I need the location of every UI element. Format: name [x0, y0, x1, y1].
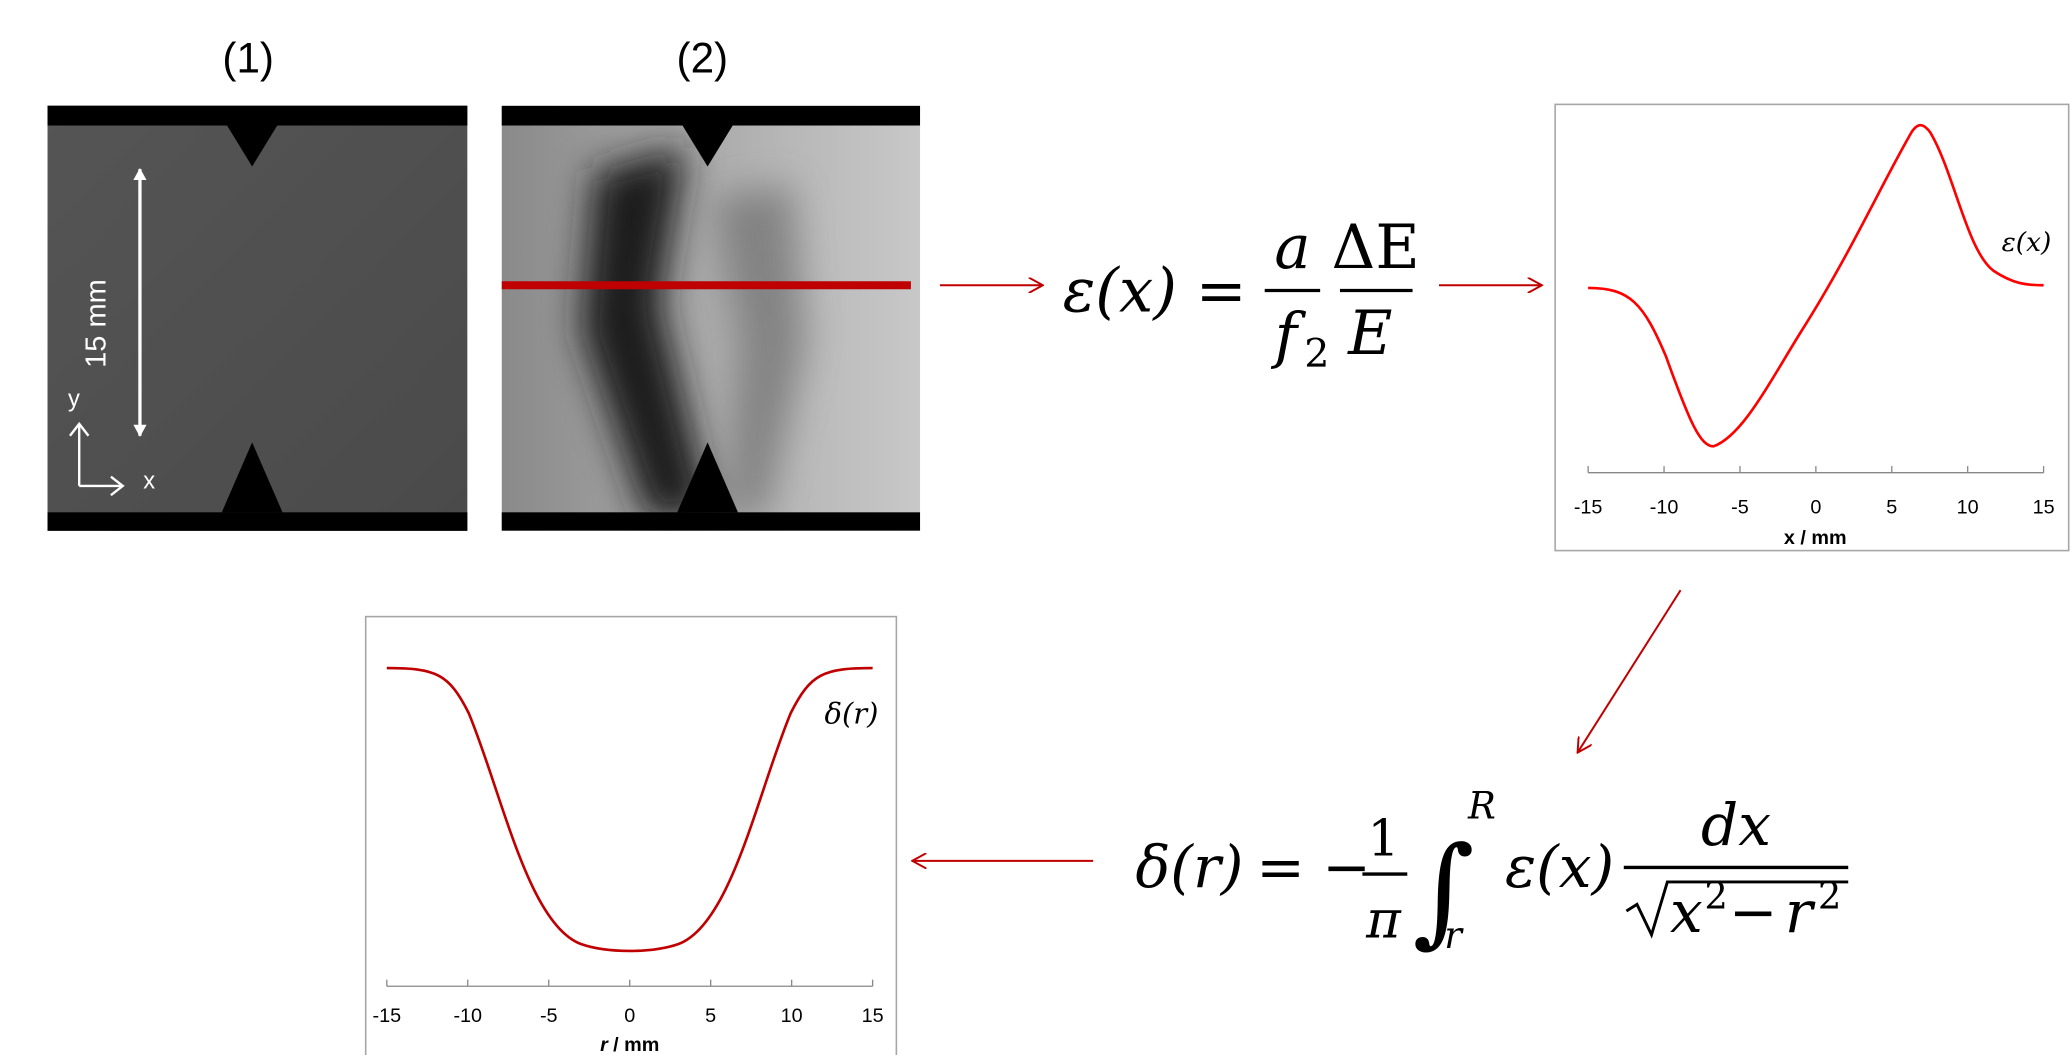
panel-label: (2) [677, 35, 729, 82]
eq-exponent: 2 [1704, 874, 1728, 917]
eq-numerator: ΔE [1332, 213, 1420, 283]
x-axis-label: x / mm [1784, 527, 1847, 549]
eq-numerator: a [1274, 213, 1310, 283]
flow-arrow [1578, 590, 1681, 752]
x-tick-label: -10 [453, 1005, 482, 1027]
eq-integrand: ε(x) [1505, 833, 1614, 901]
axis-label-y: y [68, 386, 80, 413]
x-tick-label: -15 [1574, 497, 1603, 519]
eq-equals: = [1196, 257, 1247, 327]
x-tick-label: 5 [705, 1005, 716, 1027]
eq-numerator: 1 [1368, 809, 1400, 868]
panel-label: (1) [222, 35, 274, 82]
eq-upper-limit: R [1467, 785, 1496, 828]
eq-radicand: x [1670, 878, 1703, 946]
x-tick-label: 10 [1957, 497, 1979, 519]
x-tick-label: 15 [2033, 497, 2055, 519]
x-tick-label: -10 [1650, 497, 1679, 519]
x-axis-label-var: r [600, 1034, 609, 1055]
x-tick-label: -15 [372, 1005, 401, 1027]
eq-lhs: δ(r) [1135, 833, 1243, 901]
eq-denominator: π [1365, 889, 1402, 950]
eq-minus: − [1729, 878, 1778, 946]
eq-lhs: ε(x) [1063, 257, 1177, 327]
x-tick-label: -5 [1731, 497, 1749, 519]
eq-denominator: f [1271, 302, 1307, 372]
eq-numerator: dx [1701, 791, 1771, 859]
eq-lower-limit: r [1444, 914, 1464, 957]
figure: (1) (2) 15 mm y x ε(x) = a f 2 ΔE [0, 0, 2070, 1055]
strain-plot: ε(x) x / mm -15 -10 -5 0 5 10 15 [1555, 104, 2069, 550]
x-tick-label: 10 [781, 1005, 803, 1027]
page: (1) (2) 15 mm y x ε(x) = a f 2 ΔE [0, 0, 2070, 1055]
eq-minus: − [1322, 833, 1371, 901]
equation-strain: ε(x) = a f 2 ΔE E [1063, 213, 1420, 377]
x-tick-label: 15 [862, 1005, 884, 1027]
x-tick-label: -5 [540, 1005, 558, 1027]
eq-equals: = [1256, 833, 1305, 901]
axis-label-x: x [143, 468, 155, 495]
x-tick-label: 5 [1886, 497, 1897, 519]
eq-denominator: E [1347, 299, 1392, 369]
curve-label: ε(x) [2002, 227, 2052, 258]
x-tick-label: 0 [1810, 497, 1821, 519]
x-axis-label-unit: / mm [613, 1034, 659, 1055]
scale-label: 15 mm [81, 279, 113, 368]
x-tick-label: 0 [624, 1005, 635, 1027]
eq-exponent: 2 [1818, 874, 1842, 917]
deflection-plot: δ(r) r/ mm -15 -10 -5 0 5 10 15 [366, 617, 897, 1055]
specimen-image-2 [502, 106, 920, 531]
eq-radicand: r [1785, 878, 1816, 946]
equation-deflection: δ(r) = − 1 π ∫ R r ε(x) dx x 2 − r 2 [1135, 785, 1848, 960]
eq-subscript: 2 [1304, 331, 1329, 377]
curve-label: δ(r) [824, 697, 878, 731]
